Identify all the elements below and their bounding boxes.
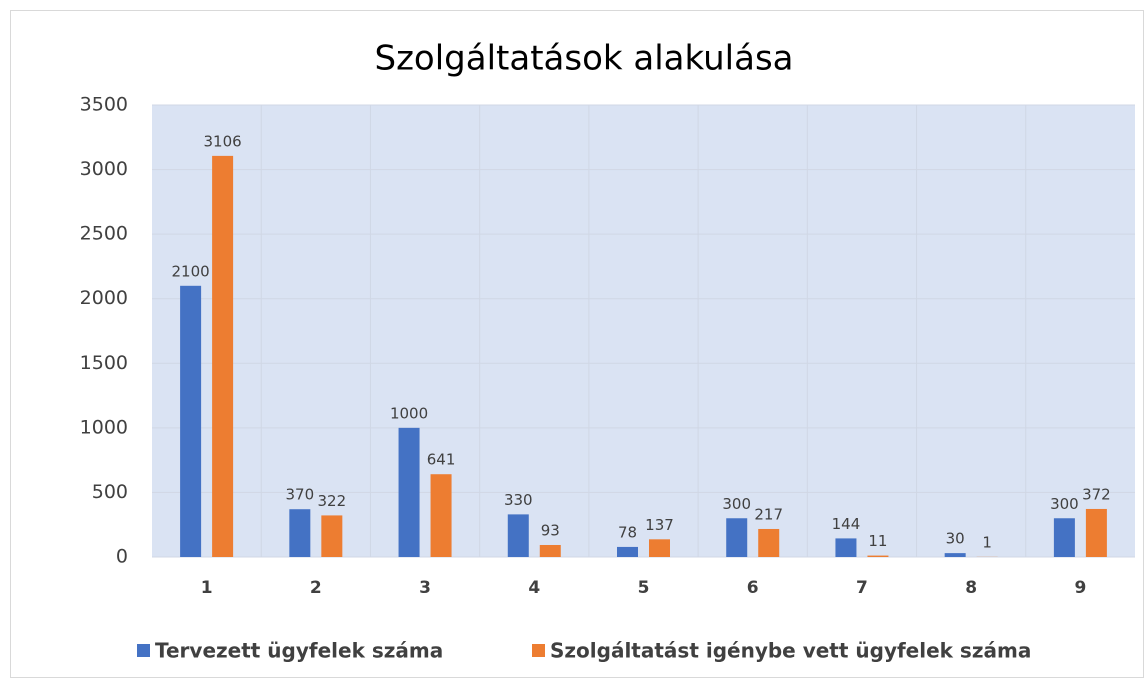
y-tick-label: 0: [116, 546, 128, 568]
data-label: 144: [832, 515, 861, 533]
data-label: 30: [946, 530, 965, 548]
x-tick-label: 3: [419, 578, 431, 598]
data-label: 3106: [204, 132, 242, 150]
x-tick-label: 1: [201, 578, 213, 598]
bar: [617, 546, 638, 557]
data-label: 78: [618, 523, 637, 541]
data-label: 217: [754, 505, 783, 523]
bar: [398, 427, 420, 557]
x-tick-label: 7: [856, 578, 868, 598]
data-label: 372: [1082, 485, 1111, 503]
data-label: 1: [982, 533, 992, 551]
x-tick-label: 8: [965, 578, 977, 598]
data-label: 137: [645, 516, 674, 534]
bar: [1053, 518, 1075, 557]
legend-swatch: [532, 644, 545, 657]
data-label: 11: [868, 532, 887, 550]
y-tick-label: 500: [92, 481, 128, 503]
data-label: 93: [541, 521, 560, 539]
data-label: 641: [427, 451, 456, 469]
y-tick-label: 3000: [80, 158, 128, 180]
bar: [867, 555, 889, 557]
bar: [212, 155, 234, 558]
legend-label: Szolgáltatást igénybe vett ügyfelek szám…: [550, 639, 1031, 663]
bar: [507, 514, 529, 557]
data-label: 300: [722, 495, 751, 513]
y-tick-label: 2500: [80, 223, 128, 245]
bar: [321, 515, 343, 557]
bar: [180, 285, 202, 557]
legend-label: Tervezett ügyfelek száma: [155, 639, 443, 663]
y-tick-label: 2000: [80, 287, 128, 309]
data-label: 1000: [390, 404, 428, 422]
data-label: 370: [286, 486, 315, 504]
data-label: 322: [318, 492, 347, 510]
legend-swatch: [137, 644, 150, 657]
data-label: 330: [504, 491, 533, 509]
bar: [289, 509, 311, 557]
bar: [835, 538, 857, 557]
x-tick-label: 4: [528, 578, 540, 598]
plot-area: [152, 105, 1135, 557]
chart-title: Szolgáltatások alakulása: [374, 39, 793, 79]
bar: [649, 539, 670, 557]
y-tick-label: 1500: [80, 352, 128, 374]
bar: [430, 474, 452, 557]
bar: [726, 518, 748, 557]
bar: [758, 528, 780, 557]
x-tick-label: 6: [747, 578, 759, 598]
data-label: 300: [1050, 495, 1079, 513]
x-tick-label: 9: [1074, 578, 1086, 598]
data-label: 2100: [172, 262, 210, 280]
bar: [1085, 508, 1107, 557]
x-tick-label: 5: [638, 578, 650, 598]
bar: [944, 553, 966, 557]
x-tick-label: 2: [310, 578, 322, 598]
y-tick-label: 3500: [80, 94, 128, 116]
y-tick-label: 1000: [80, 416, 128, 438]
bar: [539, 544, 561, 557]
